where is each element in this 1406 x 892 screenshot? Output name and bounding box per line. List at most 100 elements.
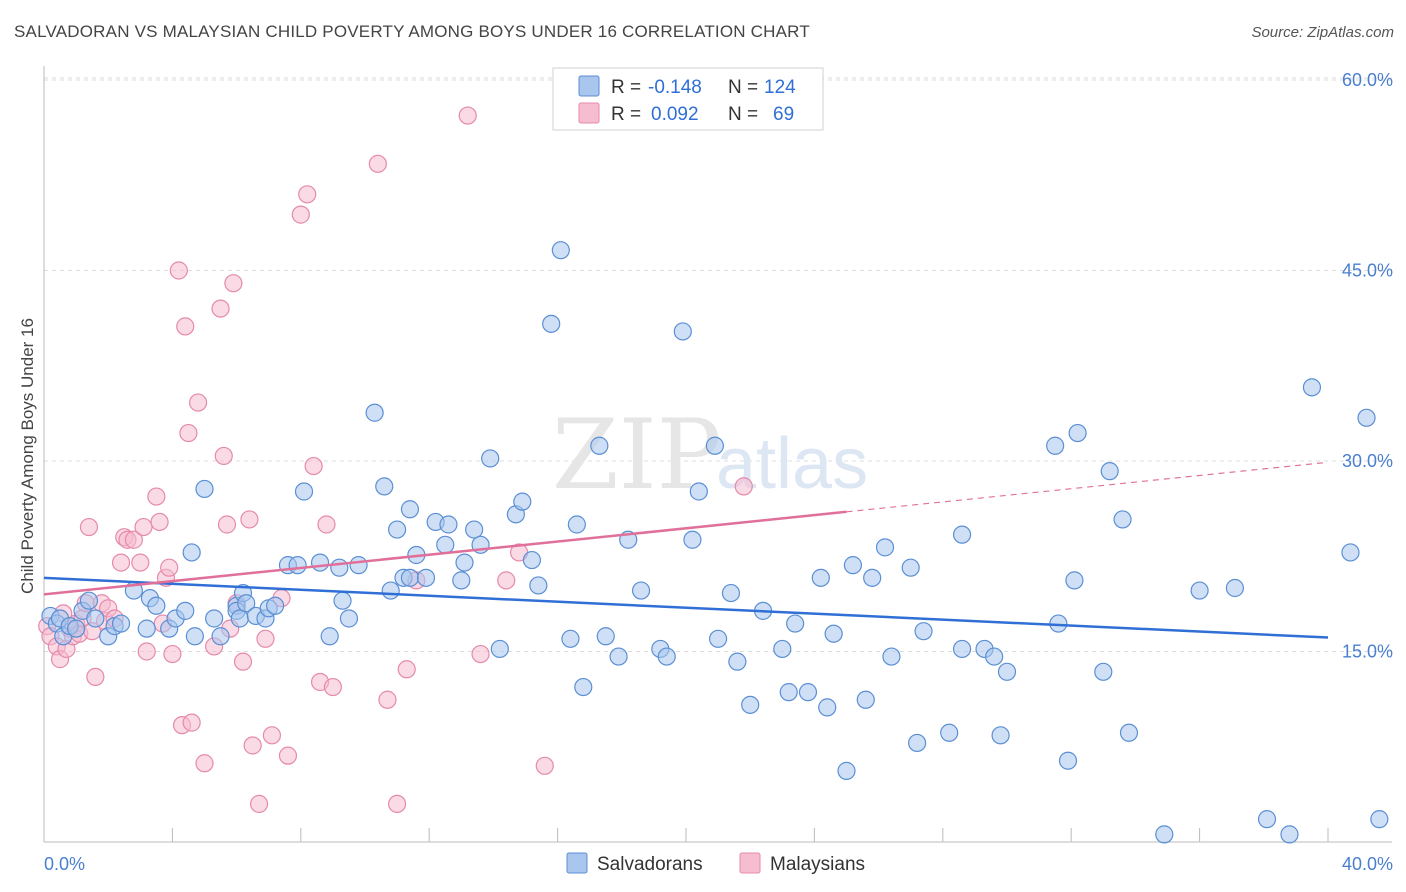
legend-n-value-2: 69 [773, 104, 794, 125]
salvadoran-point [818, 698, 837, 717]
salvadoran-point [914, 622, 933, 641]
salvadoran-point [551, 241, 570, 260]
malaysian-point [291, 205, 310, 224]
bottom-legend-swatch-malaysians [739, 852, 761, 874]
salvadoran-point [230, 609, 249, 628]
salvadoran-point [786, 614, 805, 633]
salvadoran-point [985, 647, 1004, 666]
x-tick-label: 0.0% [44, 854, 85, 874]
salvadoran-point [837, 761, 856, 780]
salvadoran-point [1058, 751, 1078, 770]
malaysian-point [150, 512, 169, 532]
salvadoran-point [1155, 825, 1174, 844]
malaysian-point [111, 553, 131, 572]
malaysian-point [317, 515, 336, 534]
salvadoran-point [294, 482, 314, 501]
salvadoran-point [205, 609, 224, 628]
salvadoran-point [991, 726, 1010, 745]
salvadoran-point [320, 627, 339, 646]
salvadoran-point [1113, 510, 1132, 529]
salvadoran-point [1190, 581, 1209, 600]
salvadoran-point [1046, 436, 1065, 455]
legend-n-label-1: N = [728, 77, 758, 98]
salvadoran-point [436, 535, 455, 554]
chart-title: SALVADORAN VS MALAYSIAN CHILD POVERTY AM… [14, 22, 810, 41]
salvadoran-point [195, 479, 214, 499]
legend-n-label-2: N = [728, 104, 758, 125]
legend-n-value-1: 124 [764, 77, 796, 98]
salvadoran-point [339, 609, 359, 628]
salvadoran-point [997, 662, 1017, 681]
salvadoran-point [741, 695, 760, 714]
salvadoran-point [266, 596, 285, 615]
salvadoran-point [490, 639, 509, 659]
salvadoran-point [940, 723, 959, 742]
salvadoran-point [824, 624, 843, 643]
salvadoran-point [728, 652, 747, 671]
salvadoran-point [86, 609, 105, 628]
salvadoran-point [330, 558, 349, 577]
salvadoran-point [137, 619, 156, 638]
salvadoran-point [952, 639, 972, 659]
salvadoran-point [798, 683, 818, 702]
malaysian-point [147, 487, 166, 506]
legend-r-label-1: R = [611, 77, 641, 98]
malaysian-point [124, 530, 143, 549]
legend-swatch-malaysians [578, 102, 600, 124]
malaysian-point [388, 794, 407, 814]
malaysian-point [214, 446, 233, 466]
salvadoran-point [211, 627, 230, 646]
salvadoran-point [400, 500, 420, 519]
malaysian-point [188, 393, 208, 412]
salvadoran-point [176, 601, 195, 620]
salvadoran-point [185, 627, 204, 646]
malaysian-point [211, 299, 230, 318]
salvadoran-point [452, 571, 471, 590]
malaysian-point [134, 517, 153, 537]
bottom-legend-label-salvadorans: Salvadorans [597, 854, 703, 875]
malaysian-point [86, 667, 105, 687]
salvadoran-point [522, 550, 542, 570]
salvadoran-point [561, 629, 580, 648]
salvadoran-point [1341, 543, 1360, 562]
x-tick-label: 40.0% [1342, 854, 1393, 874]
malaysian-point [176, 317, 195, 336]
salvadoran-point [416, 568, 436, 587]
malaysian-point [458, 106, 477, 125]
salvadoran-point [1225, 578, 1245, 598]
malaysian-trend-line [43, 510, 847, 596]
malaysian-point [304, 456, 323, 476]
bottom-legend: Salvadorans Malaysians [566, 852, 865, 875]
salvadoran-point [310, 553, 330, 572]
malaysian-point [278, 746, 298, 765]
salvadoran-point [683, 530, 702, 549]
malaysian-point [734, 477, 753, 496]
salvadoran-point [111, 614, 131, 633]
trend-layer [43, 461, 1329, 639]
salvadoran-point [465, 520, 484, 539]
malaysian-point [298, 185, 317, 204]
malaysian-point [535, 756, 554, 775]
malaysian-point [179, 423, 198, 443]
salvadoran-point [388, 520, 407, 539]
source-credit: Source: ZipAtlas.com [1251, 24, 1394, 41]
malaysian-point [397, 660, 416, 679]
salvadoran-point [1257, 810, 1277, 829]
y-tick-label: 60.0% [1342, 70, 1393, 90]
salvadoran-point [349, 556, 368, 575]
salvadoran-point [1100, 462, 1119, 481]
salvadoran-point [365, 403, 384, 422]
legend: R = -0.148 N = 124 R = 0.092 N = 69 [552, 67, 824, 131]
malaysian-point [471, 644, 490, 664]
salvadoran-point [708, 629, 728, 648]
salvadoran-point [875, 538, 895, 557]
salvadoran-point [1068, 423, 1087, 443]
salvadoran-point [596, 627, 615, 646]
salvadoran-point [590, 436, 609, 455]
salvadoran-point [574, 677, 593, 697]
malaysian-point [368, 154, 387, 173]
watermark: ZIP atlas [552, 399, 868, 511]
malaysian-point [323, 677, 342, 697]
y-axis-label: Child Poverty Among Boys Under 16 [18, 318, 37, 594]
